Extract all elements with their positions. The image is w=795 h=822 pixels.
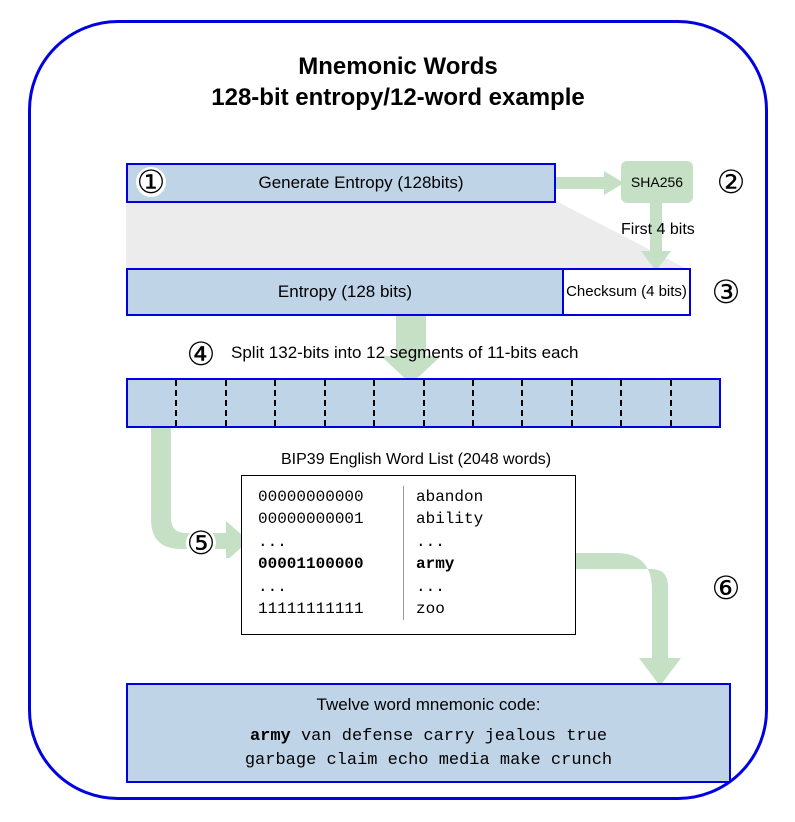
wordlist-index: ... (258, 576, 403, 598)
wordlist-box: 00000000000abandon00000000001ability ...… (241, 475, 576, 635)
segment (425, 380, 474, 426)
split-label: Split 132-bits into 12 segments of 11-bi… (231, 343, 578, 363)
segment (326, 380, 375, 426)
wordlist-row: 11111111111zoo (258, 598, 559, 620)
result-header: Twelve word mnemonic code: (138, 695, 719, 715)
wordlist-row: 00001100000army (258, 553, 559, 575)
segment (474, 380, 523, 426)
checksum-label: Checksum (4 bits) (566, 283, 687, 300)
diagram-frame: Mnemonic Words 128-bit entropy/12-word e… (28, 20, 768, 800)
arrow-entropy-to-sha (556, 171, 626, 195)
wordlist-index: 00000000000 (258, 486, 403, 508)
wordlist-index: 11111111111 (258, 598, 403, 620)
checksum-box: Checksum (4 bits) (564, 270, 689, 314)
segment (573, 380, 622, 426)
step-5-badge: ⑤ (186, 528, 216, 558)
segments-bar (126, 378, 721, 428)
step-4-badge: ④ (186, 339, 216, 369)
segment (523, 380, 572, 426)
funnel-shape (126, 201, 691, 271)
result-rest-line1: van defense carry jealous true (291, 727, 607, 746)
wordlist-word: ability (403, 508, 559, 530)
segment (276, 380, 325, 426)
wordlist-row: ...... (258, 576, 559, 598)
step-1-badge: ① (136, 167, 166, 197)
wordlist-word: abandon (403, 486, 559, 508)
wordlist-row: ...... (258, 531, 559, 553)
wordlist-index: ... (258, 531, 403, 553)
diagram-stage: ① Generate Entropy (128bits) SHA256 ② Fi… (91, 153, 767, 803)
wordlist-word: ... (403, 576, 559, 598)
title-line-2: 128-bit entropy/12-word example (211, 84, 584, 111)
first-bits-label: First 4 bits (621, 221, 695, 239)
result-words: army van defense carry jealous true garb… (138, 725, 719, 773)
diagram-title: Mnemonic Words 128-bit entropy/12-word e… (31, 51, 765, 113)
title-line-1: Mnemonic Words (298, 53, 498, 80)
entropy-plus-checksum-row: Entropy (128 bits) Checksum (4 bits) (126, 268, 691, 316)
wordlist-caption: BIP39 English Word List (2048 words) (281, 451, 551, 469)
sha256-label: SHA256 (631, 174, 683, 190)
generate-entropy-box: Generate Entropy (128bits) (126, 163, 556, 203)
wordlist-word: army (403, 553, 559, 575)
result-box: Twelve word mnemonic code: army van defe… (126, 683, 731, 783)
step-3-badge: ③ (711, 277, 741, 307)
result-line2: garbage claim echo media make crunch (245, 751, 612, 770)
segment (375, 380, 424, 426)
wordlist-row: 00000000000abandon (258, 486, 559, 508)
wordlist-row: 00000000001ability (258, 508, 559, 530)
segment (177, 380, 226, 426)
wordlist-index: 00000000001 (258, 508, 403, 530)
segment (227, 380, 276, 426)
arrow-wordlist-to-result (576, 548, 696, 693)
wordlist-index: 00001100000 (258, 553, 403, 575)
step-6-badge: ⑥ (711, 573, 741, 603)
step-2-badge: ② (716, 167, 746, 197)
wordlist-word: zoo (403, 598, 559, 620)
segment (672, 380, 719, 426)
entropy-128-box: Entropy (128 bits) (128, 270, 564, 314)
entropy-128-label: Entropy (128 bits) (278, 282, 412, 302)
sha256-box: SHA256 (621, 161, 693, 203)
result-first-word: army (250, 727, 291, 746)
wordlist-word: ... (403, 531, 559, 553)
segment (128, 380, 177, 426)
segment (622, 380, 671, 426)
generate-entropy-label: Generate Entropy (128bits) (258, 173, 463, 193)
